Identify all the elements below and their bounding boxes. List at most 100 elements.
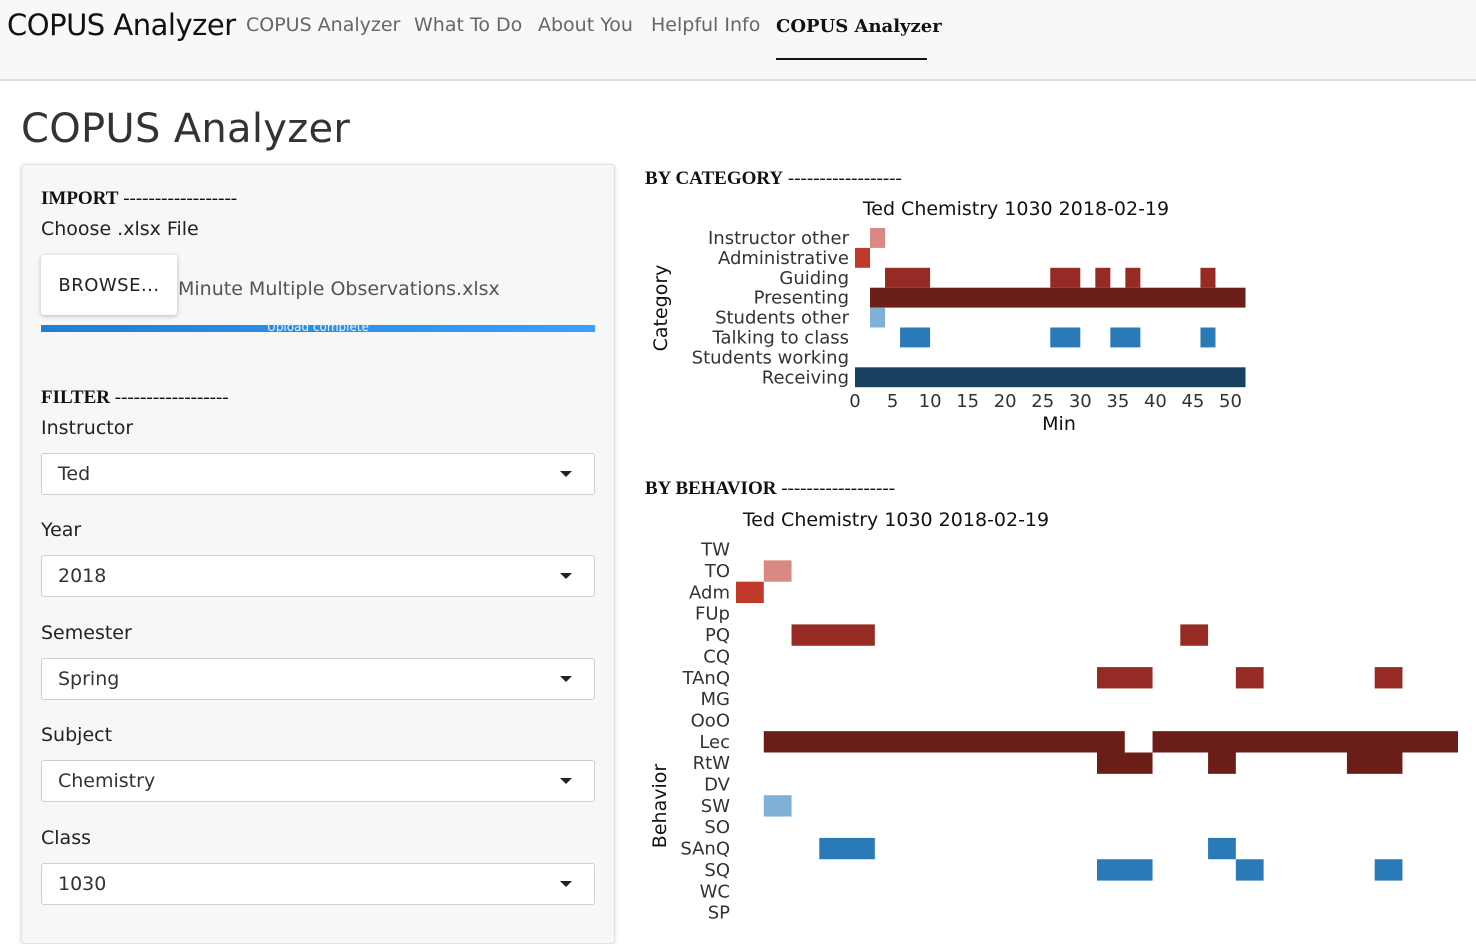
behavior-row-label-adm: Adm xyxy=(689,582,730,603)
by-category-heading: BY CATEGORY ------------------ xyxy=(645,168,902,189)
filter-heading: FILTER ------------------ xyxy=(41,387,229,408)
behavior-row-label-sanq: SAnQ xyxy=(680,839,730,860)
behavior-bar-rtw-0 xyxy=(1097,752,1153,774)
category-bar-talking-to-class-2 xyxy=(1110,327,1141,348)
behavior-row-label-tanq: TAnQ xyxy=(682,668,731,689)
behavior-row-label-tw: TW xyxy=(700,540,730,561)
behavior-row-label-sp: SP xyxy=(708,903,730,924)
top-navbar: COPUS Analyzer COPUS Analyzer What To Do… xyxy=(0,0,1476,81)
category-bar-guiding-3 xyxy=(1125,267,1141,288)
category-bar-students-other-0 xyxy=(870,307,886,328)
behavior-bar-rtw-2 xyxy=(1346,752,1403,774)
behavior-bar-tanq-0 xyxy=(1097,667,1153,689)
behavior-bar-lec-0 xyxy=(763,731,1125,753)
nav-item-what-to-do[interactable]: What To Do xyxy=(414,14,523,36)
behavior-row-label-sw: SW xyxy=(701,796,730,817)
category-x-tick-50: 50 xyxy=(1219,391,1242,412)
category-row-label-students-working: Students working xyxy=(692,347,849,368)
behavior-row-label-lec: Lec xyxy=(699,732,730,753)
behavior-row-label-mg: MG xyxy=(701,689,730,710)
by-behavior-heading: BY BEHAVIOR ------------------ xyxy=(645,478,896,499)
category-x-tick-40: 40 xyxy=(1144,391,1167,412)
choose-file-label: Choose .xlsx File xyxy=(41,218,199,240)
semester-label: Semester xyxy=(41,622,132,644)
chevron-down-icon xyxy=(560,573,572,579)
category-x-tick-5: 5 xyxy=(887,391,898,412)
behavior-bar-adm-0 xyxy=(736,581,764,604)
category-x-tick-15: 15 xyxy=(956,391,979,412)
class-value: 1030 xyxy=(58,873,107,895)
category-x-tick-10: 10 xyxy=(919,391,942,412)
file-name-field[interactable]: Minute Multiple Observations.xlsx xyxy=(178,278,500,300)
browse-button[interactable]: BROWSE... xyxy=(41,255,177,315)
category-row-label-presenting: Presenting xyxy=(754,288,849,309)
category-bar-administrative-0 xyxy=(855,247,871,268)
nav-item-about-you[interactable]: About You xyxy=(538,14,633,36)
category-chart: Ted Chemistry 1030 2018-02-19 Instructor … xyxy=(650,198,1246,435)
import-heading: IMPORT ------------------ xyxy=(41,188,238,209)
behavior-bar-sw-0 xyxy=(763,795,792,817)
instructor-select[interactable]: Ted xyxy=(41,453,595,495)
category-x-tick-25: 25 xyxy=(1031,391,1054,412)
category-bar-talking-to-class-0 xyxy=(900,327,931,348)
behavior-row-label-fup: FUp xyxy=(695,604,730,625)
category-row-label-instructor-other: Instructor other xyxy=(708,228,850,249)
upload-progress-bar: Upload complete xyxy=(41,320,595,334)
behavior-row-label-cq: CQ xyxy=(703,646,730,667)
semester-select[interactable]: Spring xyxy=(41,658,595,700)
instructor-label: Instructor xyxy=(41,417,134,439)
category-bar-guiding-0 xyxy=(885,267,931,288)
category-bar-talking-to-class-3 xyxy=(1200,327,1216,348)
category-x-tick-45: 45 xyxy=(1181,391,1204,412)
page-title: COPUS Analyzer xyxy=(21,106,351,152)
category-x-tick-30: 30 xyxy=(1069,391,1092,412)
category-bar-guiding-2 xyxy=(1095,267,1111,288)
behavior-bar-tanq-1 xyxy=(1235,667,1264,689)
category-bar-talking-to-class-1 xyxy=(1050,327,1081,348)
year-value: 2018 xyxy=(58,565,107,587)
subject-label: Subject xyxy=(41,724,113,746)
behavior-bar-to-0 xyxy=(763,560,792,582)
instructor-value: Ted xyxy=(58,463,91,485)
behavior-row-label-ooo: OoO xyxy=(691,710,730,731)
behavior-chart-title: Ted Chemistry 1030 2018-02-19 xyxy=(742,509,1049,531)
year-select[interactable]: 2018 xyxy=(41,555,595,597)
behavior-bar-rtw-1 xyxy=(1208,752,1236,774)
nav-item-helpful-info[interactable]: Helpful Info xyxy=(651,14,761,36)
behavior-bar-sq-0 xyxy=(1097,859,1153,881)
chevron-down-icon xyxy=(560,676,572,682)
subject-select[interactable]: Chemistry xyxy=(41,760,595,802)
behavior-row-label-wc: WC xyxy=(700,881,730,902)
category-x-tick-0: 0 xyxy=(849,391,860,412)
category-x-tick-20: 20 xyxy=(994,391,1017,412)
chevron-down-icon xyxy=(560,471,572,477)
category-y-axis-label: Category xyxy=(650,265,672,352)
behavior-bar-sanq-1 xyxy=(1208,837,1236,860)
chevron-down-icon xyxy=(560,881,572,887)
semester-value: Spring xyxy=(58,668,120,690)
behavior-chart: Ted Chemistry 1030 2018-02-19 TWTOAdmFUpP… xyxy=(649,509,1458,924)
behavior-row-label-to: TO xyxy=(704,561,730,582)
behavior-row-label-sq: SQ xyxy=(704,860,730,881)
chevron-down-icon xyxy=(560,778,572,784)
behavior-y-axis-label: Behavior xyxy=(649,764,671,849)
upload-status-text: Upload complete xyxy=(267,320,369,334)
behavior-row-label-pq: PQ xyxy=(705,625,730,646)
subject-value: Chemistry xyxy=(58,770,156,792)
class-select[interactable]: 1030 xyxy=(41,863,595,905)
brand-title[interactable]: COPUS Analyzer xyxy=(7,8,236,42)
nav-item-copus-analyzer[interactable]: COPUS Analyzer xyxy=(246,14,401,36)
behavior-bar-sq-1 xyxy=(1235,859,1264,881)
behavior-row-label-rtw: RtW xyxy=(693,753,731,774)
nav-item-copus-analyzer-active[interactable]: COPUS Analyzer xyxy=(776,16,942,37)
category-row-label-students-other: Students other xyxy=(715,308,850,329)
behavior-bar-sanq-0 xyxy=(819,837,875,860)
behavior-bar-lec-1 xyxy=(1152,731,1458,753)
category-bar-instructor-other-0 xyxy=(870,228,886,248)
year-label: Year xyxy=(41,519,82,541)
behavior-bar-pq-1 xyxy=(1180,624,1209,646)
behavior-row-label-so: SO xyxy=(704,817,730,838)
category-row-label-administrative: Administrative xyxy=(718,248,849,269)
category-chart-title: Ted Chemistry 1030 2018-02-19 xyxy=(862,198,1169,220)
category-bar-guiding-4 xyxy=(1200,267,1216,288)
